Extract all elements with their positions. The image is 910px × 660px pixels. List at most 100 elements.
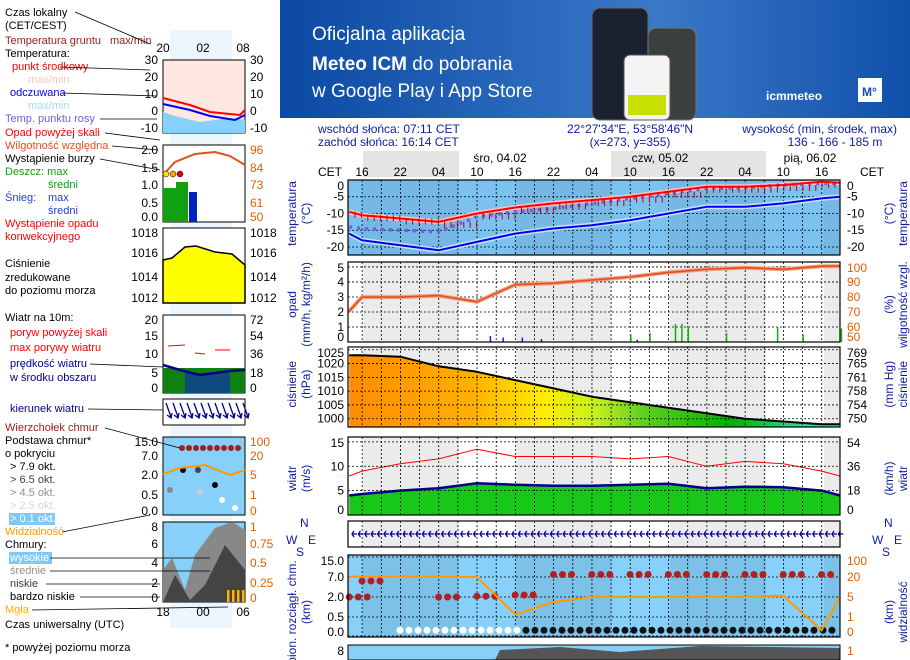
cloud-base-dot (477, 626, 485, 634)
banner-line2: Meteo ICM do pobrania (312, 54, 513, 75)
legend-label: Wystąpienie burzy (5, 153, 95, 165)
cloud-top-dot (750, 571, 758, 578)
wind-arrow (396, 530, 402, 538)
legend-label: kierunek wiatru (10, 403, 84, 415)
wind-arrow (812, 530, 818, 538)
axis-tick-left: 8 (337, 644, 344, 658)
wind-arrow (428, 530, 434, 538)
wind-arrow (728, 530, 735, 538)
compass-label: W (286, 533, 298, 547)
legend-pressure-area (162, 245, 246, 304)
legend-axis-tick: 20 (145, 70, 159, 84)
cloud-base-dot (405, 626, 413, 634)
axis-tick-right: 0 (847, 503, 854, 517)
legend-axis-tick: 10 (145, 87, 159, 101)
legend-axis-tick: 54 (250, 329, 264, 343)
gust-line (349, 448, 841, 477)
day-band (363, 151, 459, 177)
wind-arrow (722, 530, 729, 538)
legend-fog-bar (237, 590, 240, 602)
legend-axis-tick: 30 (250, 53, 264, 67)
legend-axis-tick: 10 (250, 87, 264, 101)
wind-arrow (588, 530, 594, 538)
wind-arrow (754, 530, 761, 538)
compass-label: E (894, 533, 902, 547)
wind-arrow (684, 530, 690, 538)
axis-tick-right: 765 (847, 357, 867, 371)
time-tick: 22 (700, 165, 714, 179)
legend-label: średni (48, 205, 78, 217)
axis-title-left-unit: (°C) (299, 203, 313, 224)
wind-arrow (511, 530, 517, 538)
legend-wind-arrow (172, 402, 180, 420)
cloud-top-dot (435, 593, 443, 601)
wind-arrow (524, 530, 530, 538)
legend-axis-tick: 0 (250, 381, 257, 395)
app-banner[interactable]: Oficjalna aplikacja Meteo ICM do pobrani… (280, 0, 910, 121)
legend-axis-tick: 7.0 (141, 449, 158, 463)
cloud-base-dot (432, 626, 440, 634)
time-tick: 10 (623, 165, 637, 179)
legend-axis-tick: 1012 (131, 291, 158, 305)
rain-bar (725, 332, 728, 342)
axis-tick-left: -5 (333, 190, 344, 204)
wind-arrow (415, 530, 421, 538)
legend-cloud-base-dot (212, 482, 218, 488)
legend-rain-bar (176, 182, 188, 222)
axis-tick-right: 758 (847, 384, 867, 398)
legend-cloud-base-dot (167, 487, 173, 493)
axis-title-right-unit: (km) (882, 600, 896, 624)
cloud-top-dot (529, 591, 537, 599)
axis-tick-right: 0 (847, 179, 854, 193)
wind-arrow (677, 530, 684, 538)
legend-axis-tick: 1016 (250, 246, 277, 260)
wind-frame (347, 436, 841, 516)
axis-tick-left: 0 (337, 330, 344, 344)
wind-arrow (792, 530, 799, 538)
axis-tick-right: 1 (847, 610, 854, 624)
legend-axis-tick: 0.75 (250, 537, 274, 551)
legend-cloud-base-dot (232, 505, 238, 511)
cloud-base-dot (783, 626, 791, 634)
wind-arrow (402, 530, 409, 538)
axis-tick-right: 20 (847, 570, 861, 584)
wind-arrow (607, 530, 613, 538)
legend-leader-line (89, 363, 164, 368)
legend-axis-tick: 4 (151, 556, 158, 570)
legend-top-tick: 02 (196, 41, 210, 55)
wind-arrow (517, 530, 524, 538)
legend-cloud-top-dot (200, 445, 206, 451)
legend-bottom-tick: 18 (156, 605, 170, 619)
axis-tick-right: 754 (847, 398, 867, 412)
snow-bar (489, 335, 492, 342)
axis-tick-left: -10 (327, 206, 345, 220)
wind-arrow (735, 530, 741, 538)
axis-tick-left: 2 (337, 305, 344, 319)
legend-leader-line (74, 11, 151, 45)
legend-axis-tick: 100 (250, 435, 270, 449)
wind-arrow (600, 530, 607, 538)
wind-arrow (652, 530, 658, 538)
rain-bar (840, 328, 843, 342)
wind-arrow (453, 530, 460, 538)
legend-top-tick: 20 (156, 41, 170, 55)
legend-label: Wilgotność względna (5, 140, 109, 152)
cloud-top-dot (741, 571, 749, 578)
cet-label-right: CET (860, 165, 885, 179)
legend-label: odczuwana (10, 87, 67, 99)
legend-label: o pokryciu (5, 448, 55, 460)
cloud-top-dot (358, 577, 366, 585)
humidity-line (348, 265, 840, 312)
cloud-top-dot (558, 571, 566, 578)
legend-axis-tick: 1018 (131, 226, 158, 240)
axis-tick-left: 0.5 (327, 610, 344, 624)
rain-bar (802, 334, 804, 342)
cloud-base-dot (747, 626, 755, 634)
legend-label: do poziomu morza (5, 285, 96, 297)
wind-arrow (492, 530, 498, 538)
cloud-top-dot (367, 577, 375, 585)
axis-tick-left: 5 (337, 484, 344, 498)
legend-axis-tick: 8 (151, 520, 158, 534)
legend-leader-line (99, 158, 161, 171)
